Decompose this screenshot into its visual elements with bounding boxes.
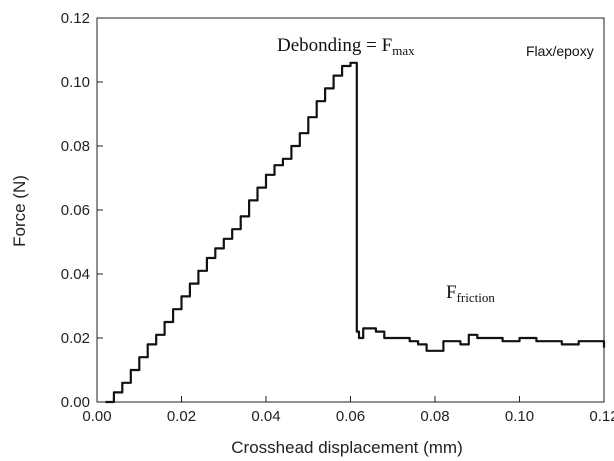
- debonding-annotation-subscript: max: [392, 43, 415, 58]
- debonding-annotation-text: Debonding = F: [277, 35, 392, 56]
- series-group: [105, 61, 606, 404]
- y-axis-title: Force (N): [10, 175, 29, 247]
- axes: [96, 17, 605, 403]
- y-tick-label: 0.04: [61, 266, 90, 283]
- series-line-force: [105, 61, 606, 404]
- x-tick-label: 0.08: [420, 408, 449, 425]
- x-tick-label: 0.00: [82, 408, 111, 425]
- y-ticks: 0.00 0.02 0.04 0.06 0.08 0.10 0.12: [61, 10, 103, 411]
- x-tick-label: 0.04: [251, 408, 280, 425]
- material-label: Flax/epoxy: [526, 43, 594, 59]
- x-tick-label: 0.06: [336, 408, 365, 425]
- y-tick-label: 0.12: [61, 10, 90, 27]
- debonding-annotation: Debonding = Fmax: [277, 35, 415, 58]
- friction-annotation-text: F: [446, 282, 457, 303]
- plot-frame: [96, 17, 605, 403]
- x-tick-label: 0.10: [505, 408, 534, 425]
- friction-annotation-subscript: friction: [457, 290, 496, 305]
- friction-annotation: Ffriction: [446, 282, 495, 305]
- y-tick-label: 0.06: [61, 202, 90, 219]
- x-tick-label: 0.02: [167, 408, 196, 425]
- y-tick-label: 0.08: [61, 138, 90, 155]
- x-tick-label: 0.12: [589, 408, 614, 425]
- y-tick-label: 0.00: [61, 394, 90, 411]
- x-axis-title: Crosshead displacement (mm): [231, 438, 462, 457]
- y-tick-label: 0.02: [61, 330, 90, 347]
- x-ticks: 0.00 0.02 0.04 0.06 0.08 0.10 0.12: [82, 396, 614, 425]
- y-tick-label: 0.10: [61, 74, 90, 91]
